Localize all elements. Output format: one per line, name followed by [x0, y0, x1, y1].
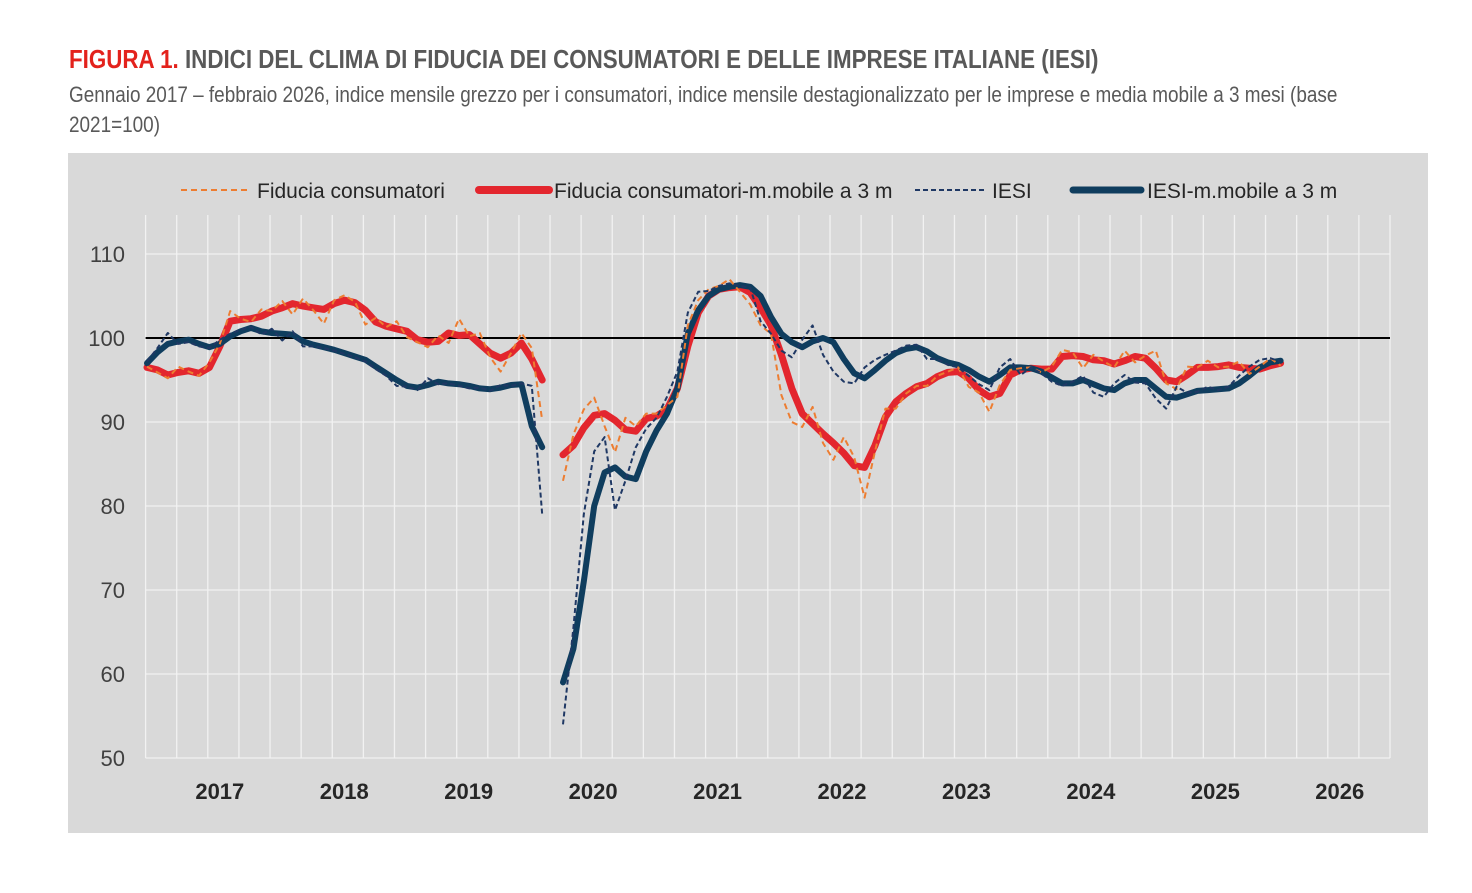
x-tick-label: 2025 — [1191, 779, 1240, 804]
series-lines — [143, 278, 1285, 725]
x-tick-label: 2017 — [195, 779, 244, 804]
x-tick-label: 2018 — [320, 779, 369, 804]
legend-label-consumer-raw: Fiducia consumatori — [257, 180, 445, 203]
x-tick-label: 2023 — [942, 779, 991, 804]
legend-label-consumer-ma: Fiducia consumatori-m.mobile a 3 m — [554, 180, 892, 203]
series-consumer-raw — [146, 278, 1282, 499]
legend-item-consumer-ma: Fiducia consumatori-m.mobile a 3 m — [475, 180, 892, 203]
legend-label-iesi-ma: IESI-m.mobile a 3 m — [1147, 180, 1337, 203]
figure-label: FIGURA 1. — [69, 44, 179, 74]
y-tick-label: 50 — [101, 746, 125, 771]
legend-item-iesi-ma: IESI-m.mobile a 3 m — [1069, 180, 1337, 203]
x-tick-label: 2022 — [818, 779, 867, 804]
x-tick-label: 2021 — [693, 779, 742, 804]
y-tick-label: 70 — [101, 578, 125, 603]
legend-item-consumer-raw: Fiducia consumatori — [181, 180, 445, 203]
y-tick-label: 60 — [101, 662, 125, 687]
y-axis: 110 100 90 80 70 60 50 — [88, 242, 125, 771]
x-tick-label: 2019 — [444, 779, 493, 804]
y-tick-label: 80 — [101, 494, 125, 519]
legend-label-iesi-raw: IESI — [992, 180, 1032, 203]
gridlines — [144, 215, 1391, 759]
y-tick-label: 110 — [90, 242, 125, 267]
x-tick-label: 2026 — [1315, 779, 1364, 804]
x-tick-label: 2020 — [569, 779, 618, 804]
legend-item-iesi-raw: IESI — [915, 180, 1032, 203]
figure-title: FIGURA 1. INDICI DEL CLIMA DI FIDUCIA DE… — [69, 44, 1098, 75]
series-iesi-raw — [146, 282, 1281, 725]
legend: Fiducia consumatori Fiducia consumatori-… — [181, 180, 1337, 203]
figure-title-text: INDICI DEL CLIMA DI FIDUCIA DEI CONSUMAT… — [184, 44, 1099, 74]
x-tick-label: 2024 — [1066, 779, 1116, 804]
chart-background — [68, 153, 1428, 833]
y-tick-label: 100 — [88, 326, 125, 351]
x-axis: 2017 2018 2019 2020 2021 2022 2023 2024 2025 2026 — [195, 779, 1364, 804]
figure-subtitle: Gennaio 2017 – febbraio 2026, indice men… — [69, 82, 1338, 137]
y-tick-label: 90 — [101, 410, 125, 435]
